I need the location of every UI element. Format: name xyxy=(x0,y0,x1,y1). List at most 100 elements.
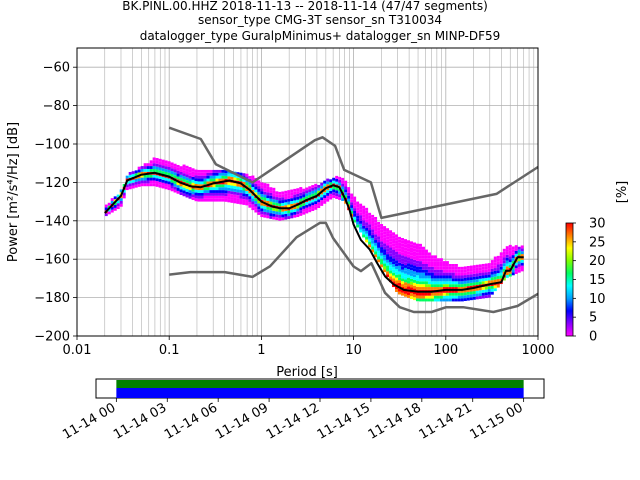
heatmap-cell xyxy=(392,255,396,259)
heatmap-cell xyxy=(433,258,437,262)
heatmap-cell xyxy=(445,281,449,285)
heatmap-cell xyxy=(520,245,524,249)
heatmap-cell xyxy=(466,271,470,275)
heatmap-cell xyxy=(233,177,237,181)
heatmap-cell xyxy=(116,206,120,209)
heatmap-cell xyxy=(149,160,153,164)
heatmap-cell xyxy=(173,183,177,187)
heatmap-cell xyxy=(433,292,437,296)
heatmap-cell xyxy=(514,245,518,249)
heatmap-cell xyxy=(140,177,144,181)
heatmap-cell xyxy=(490,280,494,284)
heatmap-cell xyxy=(439,264,443,267)
heatmap-cell xyxy=(347,190,351,193)
heatmap-cell xyxy=(404,267,408,271)
heatmap-cell xyxy=(442,295,446,299)
heatmap-cell xyxy=(263,194,267,198)
heatmap-cell xyxy=(392,252,396,256)
heatmap-cell xyxy=(233,191,237,195)
heatmap-cell xyxy=(281,211,285,215)
heatmap-cell xyxy=(380,247,384,250)
heatmap-cell xyxy=(215,184,219,188)
heatmap-cell xyxy=(502,277,506,281)
heatmap-cell xyxy=(430,264,434,267)
heatmap-cell xyxy=(377,242,381,245)
heatmap-cell xyxy=(457,298,461,302)
heatmap-cell xyxy=(451,266,455,270)
heatmap-cell xyxy=(170,173,174,177)
heatmap-cell xyxy=(332,195,336,198)
heatmap-cell xyxy=(356,213,360,216)
heatmap-cell xyxy=(457,287,461,290)
heatmap-cell xyxy=(418,264,422,267)
heatmap-cell xyxy=(487,271,491,275)
heatmap-cell xyxy=(308,200,312,204)
heatmap-cell xyxy=(398,277,402,281)
heatmap-cell xyxy=(371,246,375,250)
heatmap-cell xyxy=(380,258,384,262)
heatmap-cell xyxy=(442,292,446,296)
heatmap-cell xyxy=(146,166,150,169)
heatmap-cell xyxy=(433,264,437,267)
heatmap-cell xyxy=(359,203,363,207)
heatmap-cell xyxy=(448,269,452,273)
heatmap-cell xyxy=(161,182,165,186)
heatmap-cell xyxy=(463,283,467,287)
heatmap-cell xyxy=(395,268,399,272)
heatmap-cell xyxy=(296,191,300,194)
heatmap-cell xyxy=(514,253,518,257)
heatmap-cell xyxy=(269,187,273,191)
heatmap-cell xyxy=(257,180,261,184)
heatmap-cell xyxy=(164,177,168,181)
heatmap-cell xyxy=(227,196,231,200)
heatmap-cell xyxy=(448,289,452,293)
heatmap-cell xyxy=(466,297,470,301)
heatmap-cell xyxy=(475,287,479,291)
heatmap-cell xyxy=(418,243,422,247)
heatmap-cell xyxy=(409,275,413,279)
heatmap-cell xyxy=(179,171,183,175)
heatmap-cell xyxy=(487,265,491,269)
heatmap-cell xyxy=(239,178,243,182)
heatmap-cell xyxy=(248,184,252,188)
heatmap-cell xyxy=(448,284,452,288)
heatmap-cell xyxy=(185,194,189,198)
heatmap-cell xyxy=(218,190,222,193)
heatmap-cell xyxy=(143,168,147,172)
heatmap-cell xyxy=(215,172,219,176)
heatmap-cell xyxy=(227,193,231,197)
heatmap-cell xyxy=(508,256,512,260)
heatmap-cell xyxy=(113,207,117,211)
heatmap-cell xyxy=(272,199,276,203)
heatmap-cell xyxy=(368,227,372,231)
heatmap-cell xyxy=(436,266,440,270)
heatmap-cell xyxy=(221,172,225,176)
heatmap-cells xyxy=(104,157,524,302)
heatmap-cell xyxy=(149,180,153,184)
heatmap-cell xyxy=(478,267,482,271)
heatmap-cell xyxy=(499,252,503,256)
heatmap-cell xyxy=(230,199,234,203)
heatmap-cell xyxy=(436,281,440,285)
heatmap-cell xyxy=(212,178,216,182)
heatmap-cell xyxy=(374,254,378,258)
heatmap-cell xyxy=(490,274,494,278)
heatmap-cell xyxy=(197,181,201,185)
heatmap-cell xyxy=(386,251,390,255)
heatmap-cell xyxy=(493,259,497,263)
heatmap-cell xyxy=(233,197,237,201)
heatmap-cell xyxy=(505,266,509,270)
heatmap-cell xyxy=(475,293,479,297)
heatmap-cell xyxy=(392,278,396,282)
heatmap-cell xyxy=(484,269,488,273)
heatmap-cell xyxy=(119,203,123,207)
heatmap-cell xyxy=(353,216,357,220)
heatmap-cell xyxy=(242,187,246,191)
heatmap-cell xyxy=(481,289,485,293)
heatmap-cell xyxy=(140,174,144,178)
heatmap-cell xyxy=(164,171,168,175)
heatmap-cell xyxy=(436,272,440,276)
heatmap-cell xyxy=(475,296,479,300)
heatmap-cell xyxy=(514,268,518,272)
heatmap-cell xyxy=(362,214,366,218)
